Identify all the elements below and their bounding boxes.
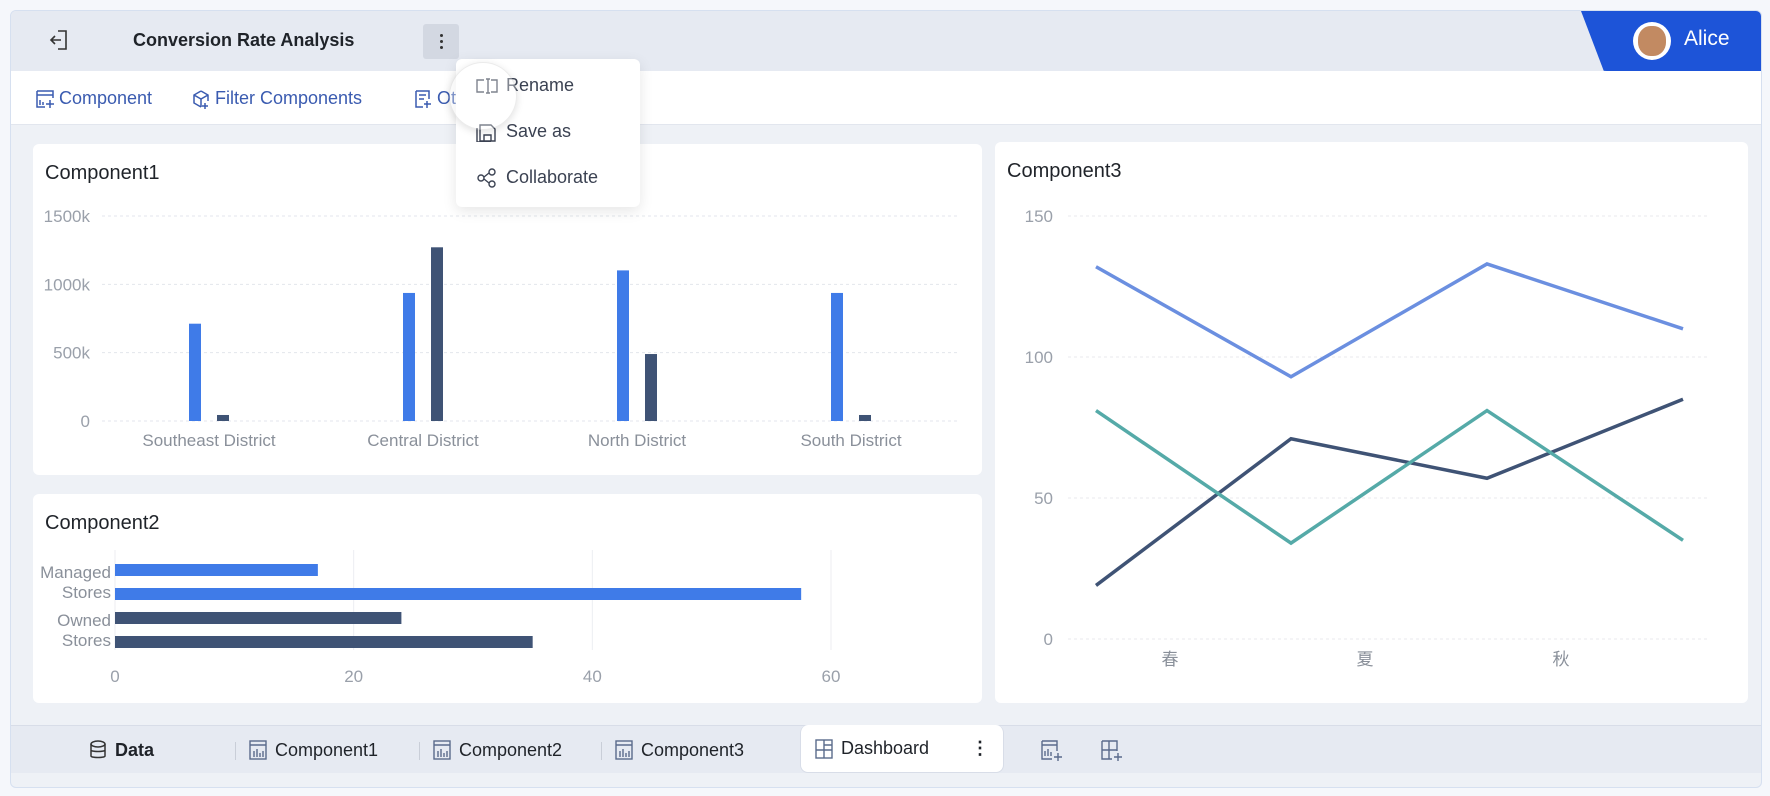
chart-icon — [249, 740, 267, 760]
card-title: Component2 — [45, 512, 160, 534]
x-tick-label: Southeast District — [142, 431, 275, 450]
menu-item-save-as[interactable]: Save as — [476, 121, 571, 142]
y-tick-label: 1000k — [44, 275, 91, 294]
y-tick-label: 0 — [1044, 630, 1053, 649]
bar — [831, 292, 843, 421]
component3-line-chart: 050100150春夏秋冬 — [1025, 207, 1708, 669]
bar — [859, 414, 871, 421]
x-tick-label: 40 — [583, 667, 602, 686]
bar — [115, 588, 802, 600]
header: Conversion Rate Analysis Alice — [11, 11, 1761, 71]
bar — [431, 247, 443, 421]
avatar[interactable] — [1633, 22, 1671, 60]
x-tick-label: 秋 — [1553, 650, 1570, 669]
bar — [189, 323, 201, 421]
x-tick-label: South District — [800, 431, 901, 450]
tab-component1[interactable]: Component1 — [249, 726, 378, 774]
y-tick-label: 0 — [81, 412, 90, 431]
app-window: Conversion Rate Analysis Alice Component… — [10, 10, 1762, 788]
bar — [403, 292, 415, 421]
bar — [217, 414, 229, 421]
exit-icon[interactable] — [49, 28, 71, 52]
more-button[interactable] — [423, 24, 459, 59]
component1-card[interactable]: Component1 0 500k 1000k 1500k Southeast Dist… — [33, 144, 982, 475]
click-indicator — [449, 62, 517, 130]
bar — [645, 354, 657, 421]
bottom-tab-bar: Data Component1 Component2 Component3 Da… — [11, 725, 1761, 774]
x-tick-label: 春 — [1162, 650, 1179, 669]
card-title: Component3 — [1007, 160, 1122, 182]
bar — [115, 612, 402, 624]
tab-component2[interactable]: Component2 — [433, 726, 562, 774]
add-component-button[interactable]: Component — [35, 88, 152, 109]
bar — [617, 270, 629, 421]
series-line — [1095, 262, 1684, 379]
component3-card[interactable]: Component3 050100150春夏秋冬 — [995, 142, 1748, 703]
filter-components-button[interactable]: Filter Components — [191, 88, 362, 109]
x-tick-label: 0 — [110, 667, 119, 686]
y-tick-label: 100 — [1025, 348, 1053, 367]
toolbar: Component Filter Components Other — [11, 71, 1761, 125]
share-icon — [477, 167, 496, 188]
component1-bar-chart: 0 500k 1000k 1500k Southeast District Central… — [44, 207, 958, 450]
menu-item-collaborate[interactable]: Collaborate — [476, 167, 598, 188]
add-dashboard-icon[interactable] — [1101, 740, 1123, 762]
y-tick-label: 150 — [1025, 207, 1053, 226]
y-tick-label: 500k — [53, 344, 90, 363]
tab-component3[interactable]: Component3 — [615, 726, 744, 774]
add-component-icon — [36, 89, 54, 108]
user-badge[interactable] — [1581, 11, 1761, 71]
x-tick-label: 60 — [822, 667, 841, 686]
y-tick-label: 1500k — [44, 207, 91, 226]
bar — [115, 564, 318, 576]
x-tick-label: North District — [588, 431, 687, 450]
x-tick-label: Central District — [367, 431, 479, 450]
dashboard-icon — [815, 738, 833, 759]
series-line — [1094, 397, 1684, 587]
tab-dashboard[interactable]: Dashboard ⋮ — [800, 725, 1004, 773]
y-tick-label: Owned Stores — [57, 611, 111, 650]
chart-icon — [433, 740, 451, 760]
component2-bar-chart: 0 20 40 60 Managed Stores Owned Stores — [40, 550, 841, 686]
add-chart-icon[interactable] — [1041, 740, 1063, 762]
user-name: Alice — [1684, 27, 1730, 50]
divider — [419, 742, 420, 760]
divider — [601, 742, 602, 760]
page-title: Conversion Rate Analysis — [133, 30, 355, 50]
tab-more-button[interactable]: ⋮ — [971, 738, 989, 758]
other-component-icon — [415, 89, 431, 108]
divider — [235, 742, 236, 760]
y-tick-label: Managed Stores — [40, 563, 111, 602]
y-tick-label: 50 — [1034, 489, 1053, 508]
database-icon — [90, 740, 106, 759]
bar — [115, 636, 533, 648]
card-title: Component1 — [45, 162, 160, 184]
tab-data[interactable]: Data — [89, 726, 154, 774]
x-tick-label: 夏 — [1357, 650, 1374, 669]
x-tick-label: 20 — [344, 667, 363, 686]
component2-card[interactable]: Component2 0 20 40 60 Managed Stores Owned Stor… — [33, 494, 982, 703]
filter-component-icon — [193, 89, 209, 109]
chart-icon — [615, 740, 633, 760]
series-line — [1095, 408, 1684, 546]
